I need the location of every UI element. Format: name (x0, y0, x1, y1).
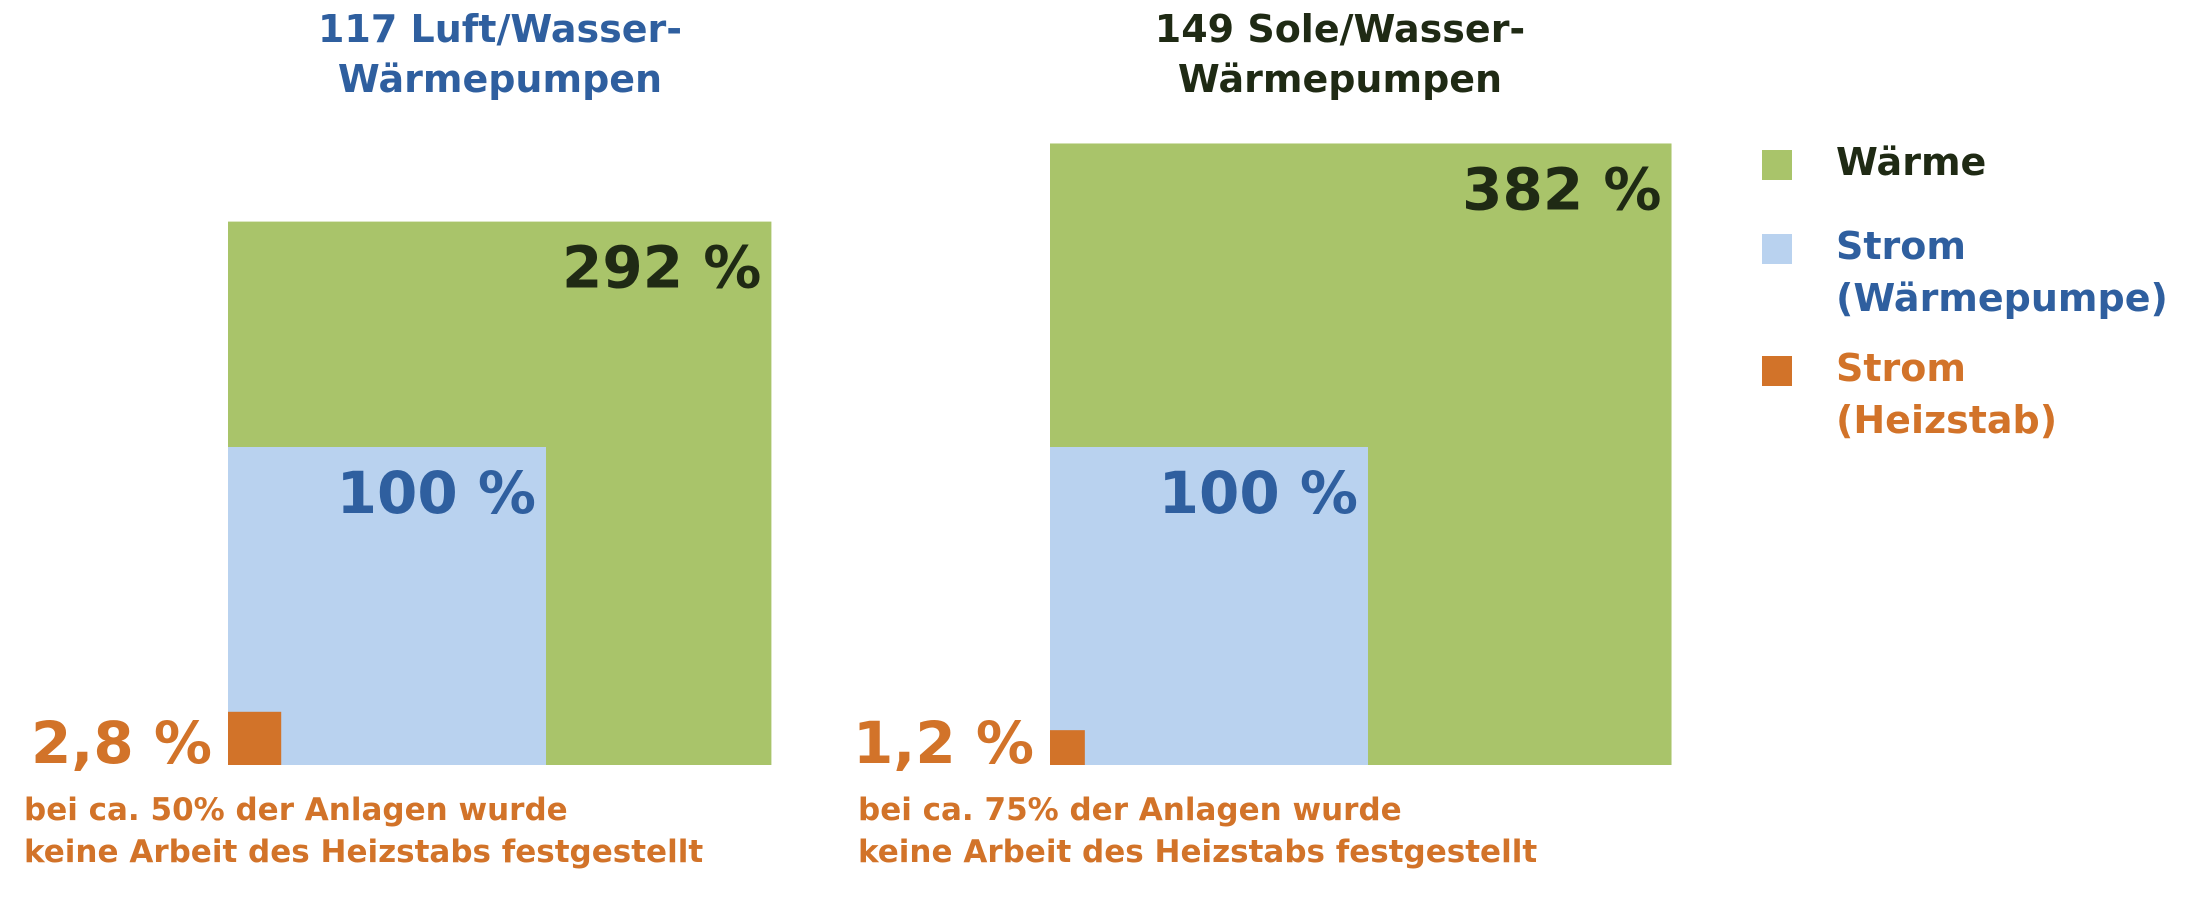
legend-label-heizstab-line2: (Heizstab) (1836, 398, 2058, 442)
legend-label-strom-line1: Strom (1836, 224, 1966, 268)
legend-swatch-waerme (1762, 150, 1792, 180)
panel-luft-wasser: 117 Luft/Wasser- Wärmepumpen bei ca. 50%… (24, 7, 772, 870)
note-line1: bei ca. 50% der Anlagen wurde (24, 792, 568, 828)
panel-sole-wasser: 149 Sole/Wasser- Wärmepumpen bei ca. 75%… (853, 7, 1672, 870)
legend-label-strom-line2: (Wärmepumpe) (1836, 276, 2168, 320)
square-strom-heizstab (228, 711, 282, 765)
label-waerme: 292 % (562, 234, 761, 302)
legend-label-heizstab-line1: Strom (1836, 346, 1966, 390)
label-strom-waermepumpe: 100 % (1159, 459, 1358, 527)
panel-title-line1: 117 Luft/Wasser- (318, 7, 682, 51)
label-strom-waermepumpe: 100 % (337, 459, 536, 527)
square-strom-waermepumpe (1050, 447, 1368, 765)
note-line2: keine Arbeit des Heizstabs festgestellt (24, 834, 703, 870)
panel-title-line2: Wärmepumpen (338, 57, 662, 101)
legend-swatch-strom-heizstab (1762, 356, 1792, 386)
panel-title-line1: 149 Sole/Wasser- (1155, 7, 1525, 51)
label-strom-heizstab: 2,8 % (31, 709, 212, 777)
chart-canvas: 117 Luft/Wasser- Wärmepumpen bei ca. 50%… (24, 7, 1672, 870)
panel-title-line2: Wärmepumpen (1178, 57, 1502, 101)
note-line2: keine Arbeit des Heizstabs festgestellt (858, 834, 1537, 870)
legend-swatch-strom-waermepumpe (1762, 234, 1792, 264)
square-strom-heizstab (1050, 730, 1085, 765)
label-waerme: 382 % (1462, 155, 1661, 223)
label-strom-heizstab: 1,2 % (853, 709, 1034, 777)
legend-label-waerme: Wärme (1836, 140, 1987, 184)
note-line1: bei ca. 75% der Anlagen wurde (858, 792, 1402, 828)
